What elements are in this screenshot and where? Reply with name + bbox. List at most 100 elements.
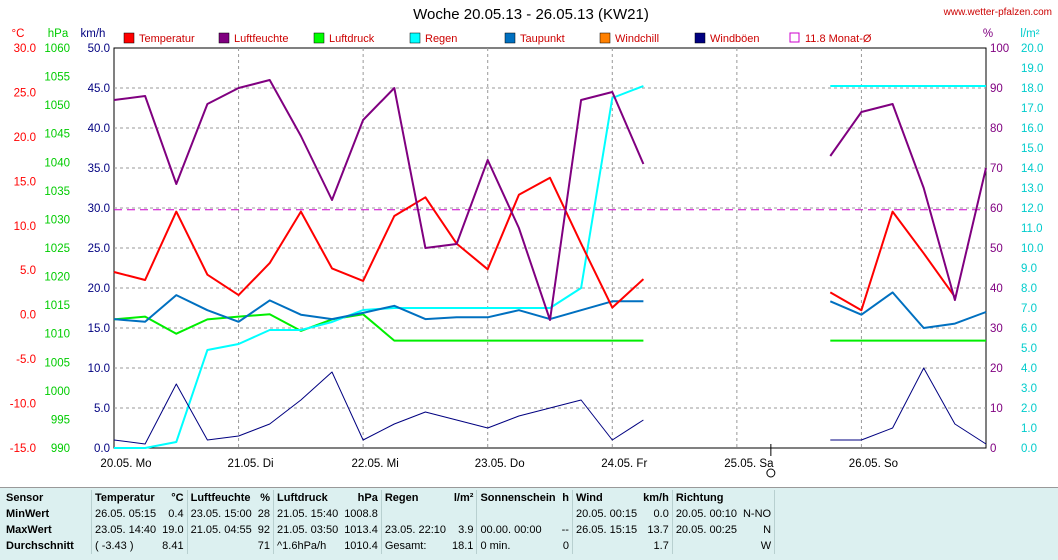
temperature-tick-label: 30.0	[14, 43, 36, 55]
temperature-tick-label: 20.0	[14, 132, 36, 144]
stats-cell-value: 71	[254, 538, 275, 554]
stats-cell-value: 1013.4	[341, 522, 382, 538]
pressure-tick-label: 990	[51, 443, 70, 455]
site-url[interactable]: www.wetter-pfalzen.com	[943, 7, 1052, 18]
chart-legend: Temperatur Luftfeuchte Luftdruck Regen Taupu…	[123, 32, 872, 45]
stats-cell-value	[449, 506, 478, 522]
rain-tick-label: 14.0	[1021, 163, 1043, 175]
temperature-tick-label: 0.0	[20, 310, 36, 322]
temperature-tick-label: 10.0	[14, 221, 36, 233]
stats-header-unit: h	[558, 490, 573, 506]
stats-cell-time	[381, 506, 449, 522]
temperature-tick-label: -10.0	[10, 399, 36, 411]
pressure-tick-label: 1030	[44, 214, 70, 226]
legend-swatch	[789, 32, 800, 43]
stats-cell-value: N	[739, 522, 776, 538]
pressure-tick-label: 1055	[44, 72, 70, 84]
stats-cell-time: ^1.6hPa/h	[277, 540, 327, 552]
legend-swatch	[313, 32, 325, 44]
statistics-bar: Sensor Temperatur °C Luftfeuchte% Luftdruck h…	[0, 487, 1058, 560]
legend-swatch	[504, 32, 516, 44]
pressure-tick-label: 1020	[44, 272, 70, 284]
rain-tick-label: 2.0	[1021, 403, 1037, 415]
series-line-luftdruck	[113, 313, 986, 342]
stats-cell-value: 18.1	[449, 538, 478, 554]
pressure-tick-label: 1025	[44, 243, 70, 255]
x-tick-label: 21.05. Di	[228, 458, 274, 470]
stats-cell-time	[477, 506, 559, 522]
stats-cell-value	[558, 506, 573, 522]
series-line-luftfeuchte	[113, 79, 987, 321]
stats-row-label: MaxWert	[3, 522, 92, 538]
rain-tick-label: 10.0	[1021, 243, 1043, 255]
stats-row-min: MinWert 26.05. 05:15 0.4 23.05. 15:00 28 21.0…	[3, 506, 776, 522]
legend-label: Regen	[425, 33, 457, 45]
pressure-tick-label: 1060	[44, 43, 70, 55]
legend-label: 11.8 Monat-Ø	[805, 33, 872, 45]
stats-header-label: Richtung	[675, 492, 724, 504]
rain-tick-label: 13.0	[1021, 183, 1043, 195]
stats-header-label: Regen	[384, 492, 419, 504]
rain-tick-label: 8.0	[1021, 283, 1037, 295]
pressure-tick-label: 1045	[44, 129, 70, 141]
stats-cell-value: N-NO	[739, 506, 776, 522]
stats-cell-value: 3.9	[449, 522, 478, 538]
stats-header-label: Sonnenschein	[480, 492, 556, 504]
stats-cell-value: 92	[254, 522, 275, 538]
axis-unit-label: km/h	[81, 28, 106, 40]
x-tick-label: 20.05. Mo	[100, 458, 151, 470]
wind-tick-label: 15.0	[88, 323, 110, 335]
temperature-tick-label: 25.0	[14, 87, 36, 99]
stats-cell-value: 1.7	[640, 538, 673, 554]
axis-unit-label: hPa	[48, 28, 69, 40]
stats-header-unit: hPa	[341, 490, 382, 506]
humidity-tick-label: 80	[990, 123, 1003, 135]
rain-tick-label: 16.0	[1021, 123, 1043, 135]
rain-tick-label: 12.0	[1021, 203, 1043, 215]
stats-header-label: Wind	[575, 492, 603, 504]
pressure-tick-label: 1035	[44, 186, 70, 198]
wind-tick-label: 35.0	[88, 163, 110, 175]
stats-cell-time: Gesamt:	[384, 540, 427, 552]
rain-tick-label: 3.0	[1021, 383, 1037, 395]
stats-cell-time: 0 min.	[480, 540, 511, 552]
stats-header-sensor: Sensor	[3, 490, 92, 506]
pressure-tick-label: 995	[51, 414, 70, 426]
stats-cell-value: 28	[254, 506, 275, 522]
axis-unit-label: l/m²	[1020, 28, 1039, 40]
legend-label: Temperatur	[139, 33, 195, 45]
humidity-tick-label: 70	[990, 163, 1003, 175]
humidity-tick-label: 0	[990, 443, 996, 455]
stats-cell-value: 0.0	[640, 506, 673, 522]
axis-unit-label: %	[983, 28, 993, 40]
chart-series	[113, 79, 987, 449]
wind-tick-label: 0.0	[94, 443, 110, 455]
wind-tick-label: 20.0	[88, 283, 110, 295]
stats-row-avg: Durchschnitt( -3.43 ) 8.41 71 ^1.6hPa/h 1010…	[3, 538, 776, 554]
temperature-tick-label: -5.0	[16, 354, 36, 366]
wind-tick-label: 50.0	[88, 43, 110, 55]
wind-tick-label: 5.0	[94, 403, 110, 415]
legend-label: Windböen	[710, 33, 760, 45]
humidity-tick-label: 30	[990, 323, 1003, 335]
humidity-tick-label: 40	[990, 283, 1003, 295]
legend-swatch	[123, 32, 135, 44]
wind-tick-label: 40.0	[88, 123, 110, 135]
stats-cell-time: 26.05. 15:15	[575, 524, 638, 536]
series-line-taupunkt	[113, 291, 987, 329]
rain-tick-label: 6.0	[1021, 323, 1037, 335]
stats-cell-value: 1008.8	[341, 506, 382, 522]
legend-label: Windchill	[615, 33, 659, 45]
rain-tick-label: 18.0	[1021, 83, 1043, 95]
legend-label: Luftfeuchte	[234, 33, 288, 45]
x-tick-label: 24.05. Fr	[601, 458, 647, 470]
legend-swatch	[409, 32, 421, 44]
x-tick-label: 23.05. Do	[475, 458, 525, 470]
stats-cell-value: 19.0	[159, 522, 188, 538]
pressure-tick-label: 1040	[44, 157, 70, 169]
wind-tick-label: 30.0	[88, 203, 110, 215]
stats-header-label: Luftdruck	[277, 492, 328, 504]
rain-tick-label: 19.0	[1021, 63, 1043, 75]
temperature-tick-label: 15.0	[14, 176, 36, 188]
series-line-temperatur	[113, 176, 956, 312]
